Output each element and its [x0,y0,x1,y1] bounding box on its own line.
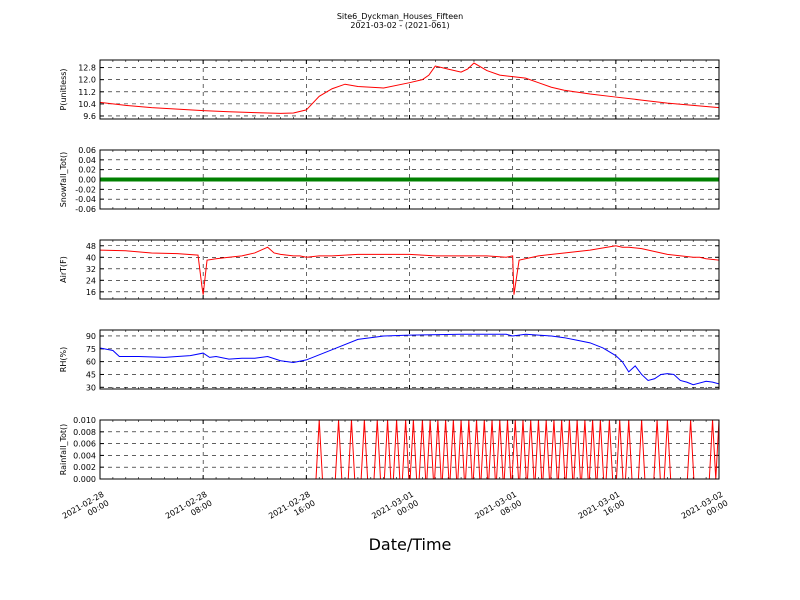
punitless-series-line [100,62,719,114]
panel-frame [99,149,720,210]
y-tick-label: 0.02 [78,166,96,175]
y-tick-label: 16 [86,288,96,297]
panel-frame [99,329,720,390]
y-tick-label: 0.008 [73,428,96,437]
y-tick-label: 0.04 [78,156,96,165]
y-tick-label: 9.6 [83,112,96,121]
y-tick-label: 75 [86,345,96,354]
y-tick-label: 24 [86,276,96,285]
rainfall-series-line [100,420,719,479]
panel-4: 30 45 60 75 90 RH(%) [59,329,720,392]
y-tick-label: 12.0 [78,76,96,85]
x-tick-label: 2021-02-2800:00 [61,490,111,530]
rh-series-line [100,333,719,386]
y-axis-label: AirT(F) [59,256,68,283]
y-tick-label: 0.010 [73,416,96,425]
x-tick-label: 2021-02-2808:00 [164,490,214,530]
chart-title: Site6_Dyckman_Houses_Fifteen [337,12,463,21]
panel-frame [99,419,720,480]
panel-2: -0.06-0.04-0.020.000.020.040.06 Snowfall_… [59,146,720,214]
y-axis-label: Snowfall_Tot() [59,152,68,208]
panel-3: 16 24 32 40 48 AirT(F) [59,239,720,300]
y-axis-label: P(unitless) [59,68,68,110]
y-tick-label: -0.04 [75,195,96,204]
y-tick-label: 12.8 [78,64,96,73]
panel-5: 0.000 0.002 0.004 0.006 0.008 0.010 Rainfall_T… [59,416,720,484]
y-axis-label: RH(%) [59,347,68,372]
airtf-series-line [100,245,719,295]
y-tick-label: 90 [86,332,96,341]
y-tick-label: 0.000 [73,475,96,484]
series-group [100,62,719,114]
panels: 9.6 10.4 11.2 12.0 12.8 P(unitless) -0.06-0.04… [59,59,720,484]
y-tick-label: 0.002 [73,463,96,472]
y-tick-label: 0.004 [73,451,96,460]
x-tick-label: 2021-03-0100:00 [370,490,420,530]
panel-frame [99,239,720,300]
y-tick-label: 40 [86,253,96,262]
x-tick-labels: 2021-02-2800:00 2021-02-2808:00 2021-02-28… [61,490,730,530]
y-tick-label: 32 [86,265,96,274]
series-group [100,420,719,479]
x-tick-label: 2021-03-0108:00 [473,490,523,530]
x-tick-label: 2021-02-2816:00 [267,490,317,530]
y-tick-label: -0.06 [75,205,96,214]
panel-1: 9.6 10.4 11.2 12.0 12.8 P(unitless) [59,59,720,121]
y-tick-label: 10.4 [78,100,96,109]
y-axis-label: Rainfall_Tot() [59,424,68,476]
y-tick-label: 60 [86,358,96,367]
y-tick-label: 11.2 [78,88,96,97]
series-group [100,333,719,386]
y-tick-label: 48 [86,242,96,251]
panel-frame [99,59,720,120]
y-tick-label: 45 [86,370,96,379]
y-tick-label: 0.06 [78,146,96,155]
x-axis-label: Date/Time [369,535,452,554]
x-tick-label: 2021-03-0200:00 [680,490,730,530]
y-tick-label: -0.02 [75,185,96,194]
y-tick-label: 0.00 [78,176,96,185]
x-tick-label: 2021-03-0116:00 [577,490,627,530]
y-tick-label: 30 [86,383,96,392]
chart-subtitle: 2021-03-02 - (2021-061) [350,21,449,30]
y-tick-label: 0.006 [73,440,96,449]
series-group [100,245,719,295]
